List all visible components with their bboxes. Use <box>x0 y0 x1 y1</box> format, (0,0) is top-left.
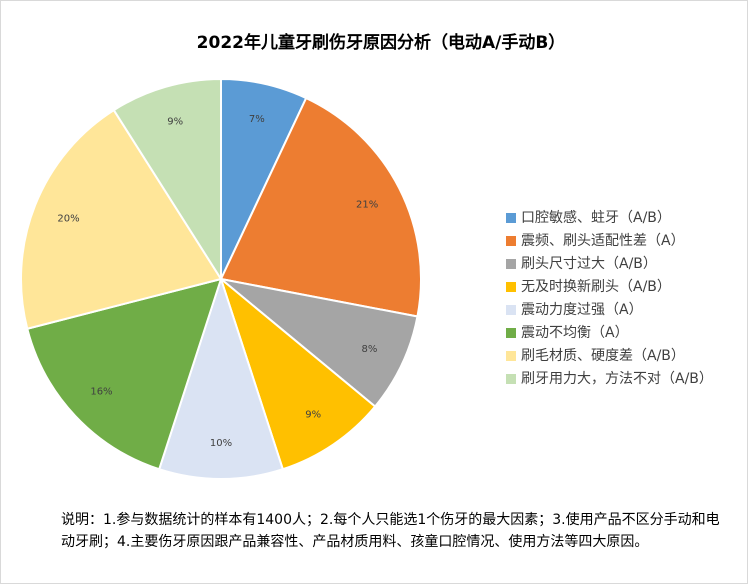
legend-swatch <box>506 282 516 292</box>
note: 说明：1.参与数据统计的样本有1400人；2.每个人只能选1个伤牙的最大因素；3… <box>61 512 720 550</box>
data-label: 16% <box>90 386 112 397</box>
legend-label: 震动不均衡（A） <box>521 325 629 341</box>
pie-slice <box>218 276 377 471</box>
pie-slice <box>157 275 285 480</box>
data-label: 9% <box>167 117 183 128</box>
legend-swatch <box>506 213 516 223</box>
legend-label: 刷牙用力大，方法不对（A/B） <box>521 371 713 387</box>
pie-slice <box>26 277 223 471</box>
legend-label: 震动力度过强（A） <box>521 302 643 318</box>
legend-label: 刷毛材质、硬度差（A/B） <box>521 348 685 364</box>
legend-swatch <box>506 305 516 315</box>
pie-slice <box>112 77 222 283</box>
data-label: 20% <box>57 214 79 225</box>
data-label: 10% <box>210 438 232 449</box>
data-label: 8% <box>361 344 377 355</box>
pie-slice <box>20 108 223 330</box>
legend-label: 震频、刷头适配性差（A） <box>521 233 685 249</box>
data-label: 21% <box>356 200 378 211</box>
chart: 2022年儿童牙刷伤牙原因分析（电动A/手动B） 7% 21% 8% 9% 10% 16%… <box>20 32 713 480</box>
legend-swatch <box>506 328 516 338</box>
pie-slice <box>219 96 422 318</box>
chart-title: 2022年儿童牙刷伤牙原因分析（电动A/手动B） <box>197 32 566 53</box>
pie-slice <box>220 278 419 408</box>
data-label: 7% <box>249 114 265 125</box>
legend-swatch <box>506 259 516 269</box>
legend-label: 无及时换新刷头（A/B） <box>521 278 671 295</box>
legend-swatch <box>506 351 516 361</box>
data-label: 9% <box>305 410 321 421</box>
legend-swatch <box>506 236 516 246</box>
legend-label: 刷头尺寸过大（A/B） <box>521 256 657 272</box>
legend-swatch <box>506 374 516 384</box>
legend-label: 口腔敏感、蛀牙（A/B） <box>521 209 671 226</box>
